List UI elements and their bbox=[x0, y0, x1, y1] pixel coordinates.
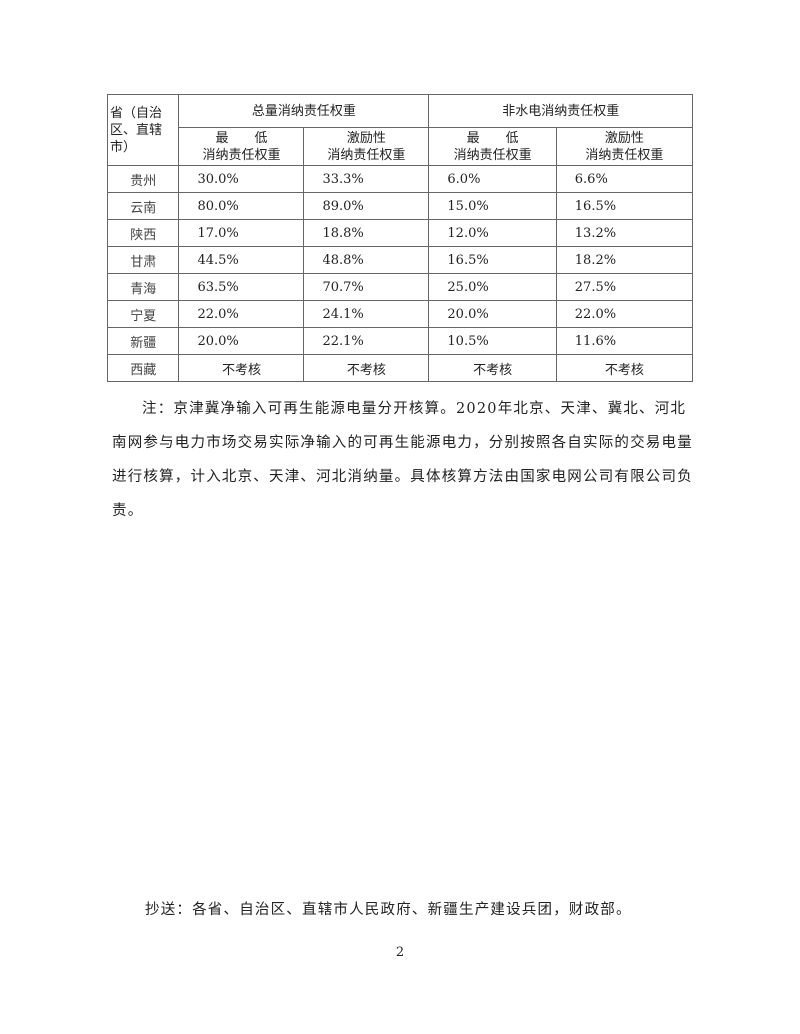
value-cell: 不考核 bbox=[178, 354, 305, 382]
value-cell: 48.8% bbox=[303, 246, 430, 274]
weights-table: 省（自治区、直辖市） 总量消纳责任权重 非水电消纳责任权重 最 低消纳责任权重激… bbox=[106, 94, 694, 382]
value-cell: 13.2% bbox=[555, 219, 694, 247]
province-cell: 新疆 bbox=[106, 327, 180, 355]
table-row: 云南 80.0% 89.0% 15.0% 16.5% bbox=[106, 192, 694, 220]
value-cell: 不考核 bbox=[303, 354, 430, 382]
note-paragraph: 注：京津冀净输入可再生能源电量分开核算。2020年北京、天津、冀北、河北南网参与… bbox=[112, 392, 697, 528]
sub-header-line2: 消纳责任权重 bbox=[202, 147, 281, 163]
table-row: 西藏 不考核 不考核 不考核 不考核 bbox=[106, 354, 694, 382]
sub-header-line2: 消纳责任权重 bbox=[453, 147, 532, 163]
table-row: 贵州 30.0% 33.3% 6.0% 6.6% bbox=[106, 165, 694, 193]
sub-header-line1: 激励性 bbox=[604, 130, 644, 146]
province-cell: 西藏 bbox=[106, 354, 180, 382]
value-cell: 18.2% bbox=[555, 246, 694, 274]
sub-header-line1: 激励性 bbox=[346, 130, 386, 146]
value-cell: 27.5% bbox=[555, 273, 694, 301]
value-cell: 24.1% bbox=[303, 300, 430, 328]
value-cell: 20.0% bbox=[178, 327, 305, 355]
province-cell: 陕西 bbox=[106, 219, 180, 247]
value-cell: 30.0% bbox=[178, 165, 305, 193]
sub-header: 最 低消纳责任权重 bbox=[178, 127, 305, 166]
province-cell: 贵州 bbox=[106, 165, 180, 193]
value-cell: 11.6% bbox=[555, 327, 694, 355]
value-cell: 6.0% bbox=[428, 165, 557, 193]
value-cell: 20.0% bbox=[428, 300, 557, 328]
sub-header: 激励性 消纳责任权重 bbox=[555, 127, 694, 166]
table-row: 新疆 20.0% 22.1% 10.5% 11.6% bbox=[106, 327, 694, 355]
value-cell: 16.5% bbox=[428, 246, 557, 274]
sub-header-line1: 最 低 bbox=[466, 130, 519, 146]
value-cell: 不考核 bbox=[555, 354, 694, 382]
value-cell: 44.5% bbox=[178, 246, 305, 274]
value-cell: 22.0% bbox=[555, 300, 694, 328]
note-text: 注：京津冀净输入可再生能源电量分开核算。2020年北京、天津、冀北、河北南网参与… bbox=[112, 401, 693, 519]
sub-header: 激励性 消纳责任权重 bbox=[303, 127, 430, 166]
sub-header-line2: 消纳责任权重 bbox=[585, 147, 664, 163]
value-cell: 不考核 bbox=[428, 354, 557, 382]
value-cell: 10.5% bbox=[428, 327, 557, 355]
value-cell: 16.5% bbox=[555, 192, 694, 220]
value-cell: 15.0% bbox=[428, 192, 557, 220]
value-cell: 22.0% bbox=[178, 300, 305, 328]
sub-header-line1: 最 低 bbox=[215, 130, 268, 146]
province-header: 省（自治区、直辖市） bbox=[106, 94, 180, 166]
total-weight-header: 总量消纳责任权重 bbox=[178, 94, 430, 128]
table-row: 陕西 17.0% 18.8% 12.0% 13.2% bbox=[106, 219, 694, 247]
value-cell: 18.8% bbox=[303, 219, 430, 247]
page-number: 2 bbox=[395, 945, 405, 960]
province-cell: 云南 bbox=[106, 192, 180, 220]
value-cell: 12.0% bbox=[428, 219, 557, 247]
sub-header-line2: 消纳责任权重 bbox=[327, 147, 406, 163]
cc-line: 抄送：各省、自治区、直辖市人民政府、新疆生产建设兵团，财政部。 bbox=[145, 902, 632, 918]
province-cell: 青海 bbox=[106, 273, 180, 301]
sub-header: 最 低消纳责任权重 bbox=[428, 127, 557, 166]
value-cell: 6.6% bbox=[555, 165, 694, 193]
table-row: 青海 63.5% 70.7% 25.0% 27.5% bbox=[106, 273, 694, 301]
table-row: 宁夏 22.0% 24.1% 20.0% 22.0% bbox=[106, 300, 694, 328]
value-cell: 22.1% bbox=[303, 327, 430, 355]
value-cell: 17.0% bbox=[178, 219, 305, 247]
province-cell: 甘肃 bbox=[106, 246, 180, 274]
value-cell: 70.7% bbox=[303, 273, 430, 301]
value-cell: 80.0% bbox=[178, 192, 305, 220]
value-cell: 63.5% bbox=[178, 273, 305, 301]
province-cell: 宁夏 bbox=[106, 300, 180, 328]
table-row: 甘肃 44.5% 48.8% 16.5% 18.2% bbox=[106, 246, 694, 274]
value-cell: 25.0% bbox=[428, 273, 557, 301]
value-cell: 33.3% bbox=[303, 165, 430, 193]
non-hydro-weight-header: 非水电消纳责任权重 bbox=[428, 94, 693, 128]
value-cell: 89.0% bbox=[303, 192, 430, 220]
